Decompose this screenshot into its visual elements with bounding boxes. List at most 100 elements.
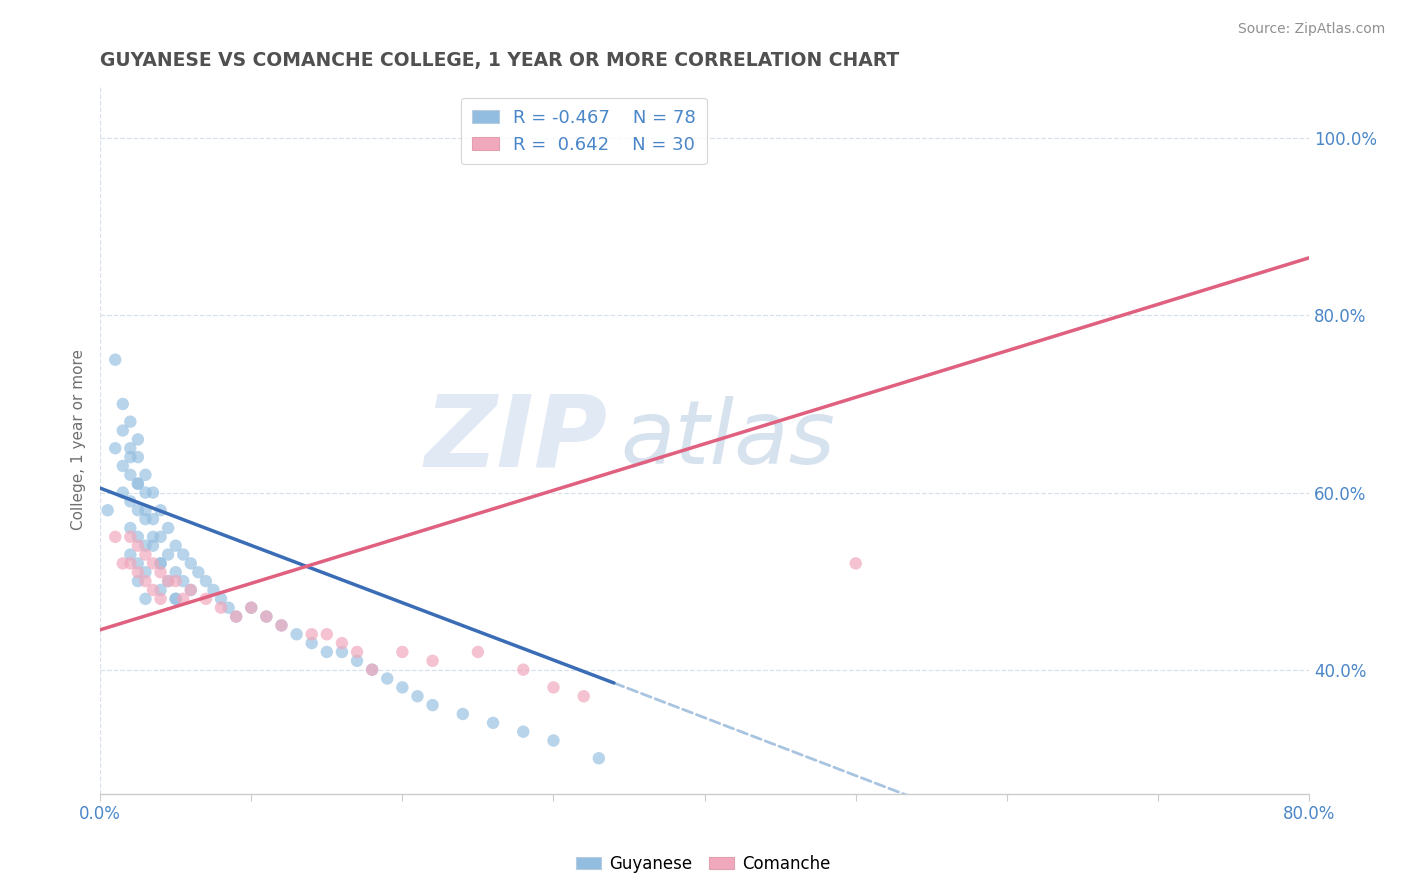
Point — [127, 433, 149, 447]
Point — [588, 751, 610, 765]
Y-axis label: College, 1 year or more: College, 1 year or more — [72, 349, 86, 530]
Point — [134, 467, 156, 482]
Point — [422, 698, 444, 712]
Point — [165, 574, 187, 588]
Point — [301, 636, 323, 650]
Point — [301, 627, 323, 641]
Point — [127, 574, 149, 588]
Point — [127, 539, 149, 553]
Point — [209, 591, 232, 606]
Point — [315, 627, 337, 641]
Point — [270, 618, 292, 632]
Point — [157, 574, 180, 588]
Point — [572, 690, 595, 704]
Point — [111, 557, 134, 571]
Point — [240, 600, 263, 615]
Legend: R = -0.467    N = 78, R =  0.642    N = 30: R = -0.467 N = 78, R = 0.642 N = 30 — [461, 98, 707, 164]
Point — [120, 442, 142, 456]
Legend: Guyanese, Comanche: Guyanese, Comanche — [569, 848, 837, 880]
Point — [180, 582, 202, 597]
Point — [142, 530, 165, 544]
Point — [120, 530, 142, 544]
Point — [467, 645, 489, 659]
Point — [111, 458, 134, 473]
Point — [543, 733, 565, 747]
Point — [194, 574, 217, 588]
Point — [225, 609, 247, 624]
Point — [149, 503, 172, 517]
Point — [104, 442, 127, 456]
Point — [134, 591, 156, 606]
Point — [127, 450, 149, 464]
Point — [134, 512, 156, 526]
Point — [127, 530, 149, 544]
Point — [172, 574, 194, 588]
Point — [315, 645, 337, 659]
Point — [149, 557, 172, 571]
Point — [361, 663, 384, 677]
Point — [157, 548, 180, 562]
Point — [111, 424, 134, 438]
Point — [512, 724, 534, 739]
Point — [134, 566, 156, 580]
Point — [240, 600, 263, 615]
Point — [330, 645, 353, 659]
Point — [254, 609, 277, 624]
Point — [120, 494, 142, 508]
Point — [187, 566, 209, 580]
Point — [120, 415, 142, 429]
Point — [361, 663, 384, 677]
Point — [330, 636, 353, 650]
Point — [127, 476, 149, 491]
Point — [120, 557, 142, 571]
Point — [254, 609, 277, 624]
Point — [422, 654, 444, 668]
Point — [543, 681, 565, 695]
Point — [225, 609, 247, 624]
Point — [134, 503, 156, 517]
Point — [104, 352, 127, 367]
Point — [346, 654, 368, 668]
Point — [375, 672, 398, 686]
Point — [97, 503, 120, 517]
Point — [180, 582, 202, 597]
Point — [142, 557, 165, 571]
Point — [165, 566, 187, 580]
Point — [142, 512, 165, 526]
Text: Source: ZipAtlas.com: Source: ZipAtlas.com — [1237, 22, 1385, 37]
Point — [134, 574, 156, 588]
Point — [142, 539, 165, 553]
Text: atlas: atlas — [620, 396, 835, 483]
Point — [149, 582, 172, 597]
Point — [194, 591, 217, 606]
Point — [346, 645, 368, 659]
Point — [285, 627, 308, 641]
Point — [180, 557, 202, 571]
Point — [127, 566, 149, 580]
Point — [149, 530, 172, 544]
Point — [142, 485, 165, 500]
Point — [512, 663, 534, 677]
Point — [134, 548, 156, 562]
Point — [142, 582, 165, 597]
Point — [202, 582, 225, 597]
Point — [149, 557, 172, 571]
Text: ZIP: ZIP — [425, 391, 607, 488]
Point — [218, 600, 240, 615]
Point — [845, 557, 868, 571]
Point — [270, 618, 292, 632]
Point — [391, 645, 413, 659]
Point — [120, 450, 142, 464]
Point — [165, 591, 187, 606]
Point — [172, 548, 194, 562]
Point — [134, 485, 156, 500]
Point — [482, 715, 505, 730]
Text: GUYANESE VS COMANCHE COLLEGE, 1 YEAR OR MORE CORRELATION CHART: GUYANESE VS COMANCHE COLLEGE, 1 YEAR OR … — [100, 51, 900, 70]
Point — [165, 539, 187, 553]
Point — [209, 600, 232, 615]
Point — [406, 690, 429, 704]
Point — [127, 503, 149, 517]
Point — [127, 557, 149, 571]
Point — [451, 706, 474, 721]
Point — [149, 566, 172, 580]
